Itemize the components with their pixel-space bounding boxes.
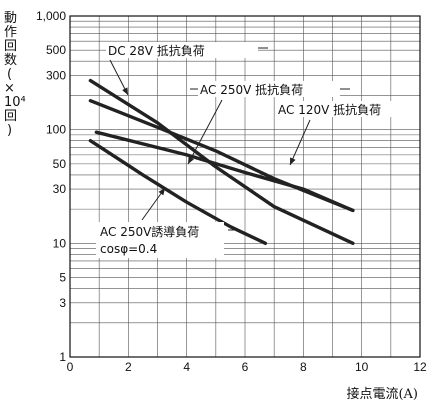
y-tick-label: 10 — [53, 236, 67, 250]
tick-labels: 0 2 4 6 8 10 12 1 3 5 10 30 50 100 300 500 1,000 — [36, 9, 427, 374]
annotation-ac120v-resistive: AC 120V 抵抗負荷 — [278, 102, 381, 117]
leader-line — [289, 119, 311, 166]
arrow-head — [188, 156, 194, 164]
leader-line — [187, 99, 223, 165]
annotation-ac250v-resistive: AC 250V 抵抗負荷 — [200, 82, 303, 97]
series-lines — [88, 78, 355, 245]
label-bg — [106, 42, 258, 58]
plot-border — [69, 15, 421, 358]
y-tick-label: 3 — [59, 296, 66, 310]
annotation-dc28v: DC 28V 抵抗負荷 — [108, 43, 205, 58]
x-tick-label: 0 — [67, 360, 74, 374]
y-axis-label: 動作回数(× 10⁴ 回) — [4, 11, 26, 138]
y-tick-label: 5 — [59, 271, 66, 285]
x-axis-label: 接点電流(A) — [346, 386, 418, 402]
x-tick-label: 4 — [183, 360, 190, 374]
arrow-head — [158, 188, 165, 196]
y-tick-label: 300 — [46, 68, 66, 82]
x-tick-label: 2 — [125, 360, 132, 374]
y-tick-label: 1,000 — [36, 9, 66, 23]
annotations: DC 28V 抵抗負荷 AC 250V 抵抗負荷 AC 120V 抵抗負荷 AC 25… — [96, 42, 416, 258]
y-tick-label: 50 — [53, 157, 67, 171]
x-tick-label: 12 — [413, 360, 427, 374]
x-tick-label: 6 — [242, 360, 249, 374]
x-tick-label: 10 — [355, 360, 369, 374]
series-line-1 — [88, 78, 355, 245]
plot-frame — [69, 15, 421, 358]
label-bg — [96, 222, 224, 258]
label-bg — [198, 81, 340, 97]
y-tick-label: 1 — [59, 350, 66, 364]
arrow-head — [290, 157, 296, 165]
x-tick-label: 8 — [300, 360, 307, 374]
annotation-ac250v-inductive: AC 250V誘導負荷 — [100, 225, 199, 239]
y-tick-label: 100 — [46, 123, 66, 137]
y-tick-label: 30 — [53, 182, 67, 196]
label-bg — [276, 101, 416, 117]
y-tick-label: 500 — [46, 43, 66, 57]
series-line-4 — [88, 139, 268, 245]
series-line-3 — [94, 130, 355, 213]
annotation-cos-phi: cosφ=0.4 — [100, 242, 157, 256]
arrow-head — [122, 87, 128, 95]
